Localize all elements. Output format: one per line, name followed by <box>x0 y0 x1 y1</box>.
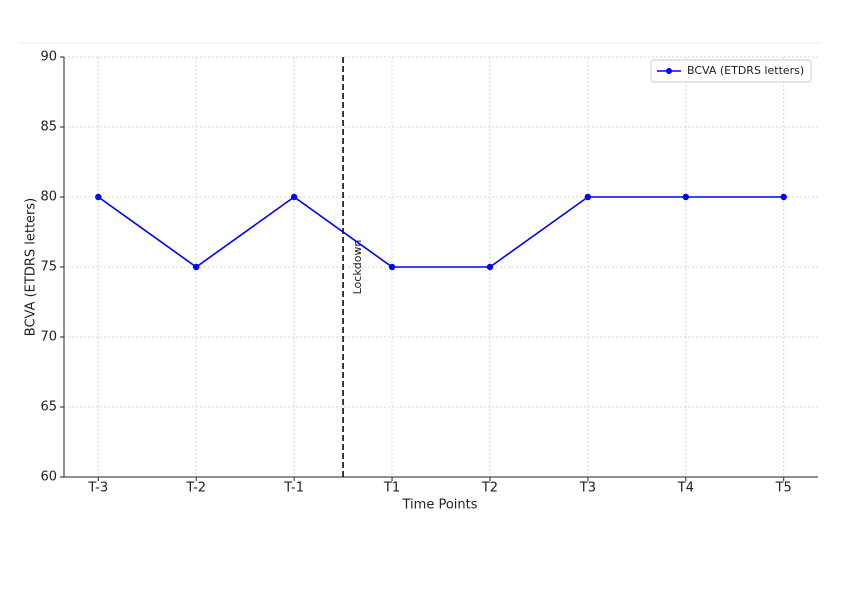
y-tick-label: 75 <box>40 260 57 275</box>
y-axis-label: BCVA (ETDRS letters) <box>24 198 39 337</box>
x-tick-label: T4 <box>677 481 694 496</box>
data-point <box>290 193 298 201</box>
x-tick-label: T-3 <box>87 481 108 496</box>
y-tick-label: 85 <box>40 120 57 135</box>
data-point <box>192 263 200 271</box>
series-line <box>97 196 784 268</box>
data-point <box>584 193 592 201</box>
x-tick-label: T2 <box>481 481 498 496</box>
data-point <box>486 263 494 271</box>
y-tick-label: 60 <box>40 470 57 485</box>
legend-box <box>650 59 812 83</box>
legend-marker <box>666 68 672 74</box>
y-tick-label: 70 <box>40 330 57 345</box>
x-tick-label: T3 <box>579 481 596 496</box>
x-tick-label: T1 <box>383 481 400 496</box>
data-point <box>780 193 787 201</box>
y-tick-label: 90 <box>40 50 57 65</box>
x-tick-label: T-2 <box>185 481 206 496</box>
x-axis-label: Time Points <box>402 498 478 513</box>
data-point <box>388 263 396 271</box>
legend-label: BCVA (ETDRS letters) <box>687 64 804 77</box>
y-tick-label: 65 <box>40 400 57 415</box>
y-tick-label: 80 <box>40 190 57 205</box>
annotation: Lockdown <box>351 240 364 295</box>
data-point <box>95 193 102 201</box>
x-tick-label: T5 <box>775 481 792 496</box>
data-point <box>682 193 690 201</box>
x-tick-label: T-1 <box>283 481 304 496</box>
